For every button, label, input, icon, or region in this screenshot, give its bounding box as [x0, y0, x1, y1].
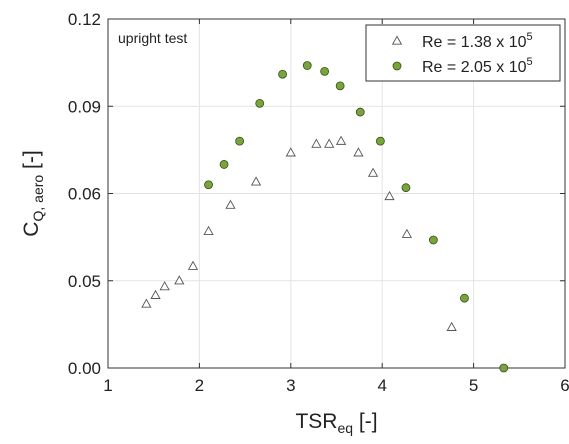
data-point	[499, 363, 509, 373]
data-point	[285, 147, 296, 157]
y-tick-label: 0.09	[68, 97, 101, 116]
y-axis-title: CQ, aero [-]	[20, 150, 46, 236]
data-point	[335, 81, 345, 91]
y-tick-labels: 0.00 0.05 0.06 0.09 0.12	[68, 10, 101, 378]
data-points	[141, 61, 509, 373]
data-point	[320, 66, 330, 76]
data-point	[428, 235, 438, 245]
data-point	[324, 138, 335, 148]
ticks	[107, 18, 566, 369]
data-point	[302, 61, 312, 70]
y-axis-title-main: C	[20, 222, 43, 237]
legend-label-sup: 5	[527, 31, 533, 43]
data-point	[311, 138, 322, 148]
data-point	[367, 167, 379, 177]
data-point	[150, 289, 161, 299]
y-tick-label: 0.00	[68, 359, 101, 378]
y-tick-label: 0.06	[68, 185, 101, 204]
data-point	[460, 293, 469, 303]
legend-marker	[392, 61, 402, 71]
data-point	[355, 107, 365, 117]
data-point	[204, 180, 213, 190]
data-point	[187, 260, 199, 270]
legend-marker	[391, 35, 403, 45]
x-axis-title-sub: eq	[337, 420, 353, 436]
data-point	[401, 228, 413, 238]
data-point	[159, 281, 170, 291]
x-tick-label: 3	[286, 376, 295, 395]
legend-label-text: Re = 1.38 x 10	[422, 34, 527, 51]
data-point	[219, 160, 229, 169]
data-point	[401, 183, 411, 193]
data-point	[375, 136, 385, 146]
legend-label-sup: 5	[527, 56, 533, 68]
data-point	[278, 69, 287, 79]
x-axis-title-main: TSR	[295, 410, 337, 433]
data-point	[174, 275, 185, 285]
x-tick-labels: 1 2 3 4 5 6	[103, 376, 569, 395]
data-point	[384, 190, 395, 201]
x-tick-label: 5	[469, 376, 478, 395]
y-axis-title-sub: Q, aero	[30, 175, 46, 222]
data-point	[203, 225, 214, 235]
annotation-upright-test: upright test	[118, 30, 187, 46]
x-tick-label: 4	[377, 376, 386, 395]
x-tick-label: 6	[560, 376, 569, 395]
series-1	[141, 135, 457, 331]
legend-label: Re = 2.05 x 105	[422, 56, 533, 76]
data-point	[446, 321, 457, 331]
legend-label: Re = 1.38 x 105	[422, 31, 533, 51]
x-tick-label: 1	[103, 376, 112, 395]
x-tick-label: 2	[195, 376, 204, 395]
data-point	[353, 147, 364, 157]
data-point	[250, 176, 262, 186]
data-point	[335, 135, 347, 145]
legend-label-text: Re = 2.05 x 10	[422, 59, 527, 76]
y-tick-label: 0.05	[68, 272, 101, 291]
x-axis-title-unit: [-]	[353, 410, 378, 433]
data-point	[225, 199, 236, 209]
series-2	[204, 61, 509, 373]
y-axis-title-unit: [-]	[20, 150, 43, 175]
x-axis-title: TSReq [-]	[295, 410, 377, 436]
legend-box	[365, 24, 561, 82]
data-point	[141, 298, 152, 308]
y-tick-label: 0.12	[68, 10, 101, 29]
data-point	[255, 98, 265, 108]
data-point	[235, 136, 245, 146]
